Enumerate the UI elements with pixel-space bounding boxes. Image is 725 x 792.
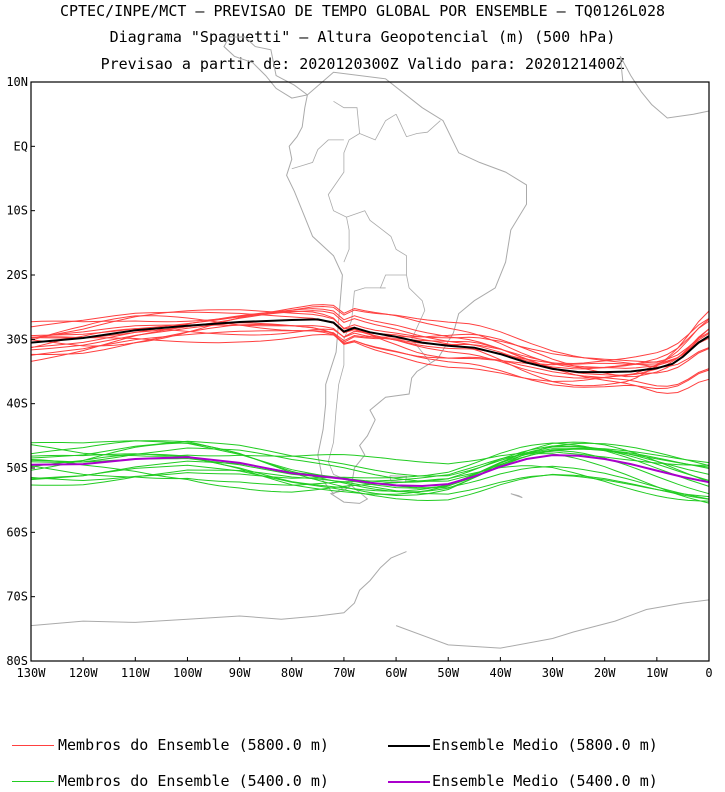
lon-tick-label: 80W [281,666,303,680]
member-5800-line [30,311,710,365]
member-5800-line [30,323,710,387]
country-border-5 [291,139,344,170]
country-border-6 [395,114,441,138]
land-outlines [30,36,710,649]
member-5800-line [30,322,710,383]
chart-title-line-1: CPTEC/INPE/MCT — PREVISAO DE TEMPO GLOBA… [59,2,666,20]
lon-tick-label: 50W [437,666,459,680]
lat-tick-label: 50S [6,461,28,475]
lon-tick-label: 70W [333,666,355,680]
antarctic-peninsula-outline [30,551,407,627]
africa-west-outline [619,56,710,119]
country-border-4 [379,274,407,289]
legend-item-mean-5800: Ensemble Medio (5800.0 m) [388,735,718,755]
member-5400-line [30,464,710,502]
legend-item-mean-5400: Ensemble Medio (5400.0 m) [388,771,718,791]
lon-tick-label: 110W [121,666,151,680]
members-5400-lines [30,440,710,504]
south-america-outline [286,71,527,495]
country-border-1 [327,133,360,263]
legend-swatch-members-5400 [12,781,54,782]
lon-tick-label: 100W [173,666,203,680]
lat-tick-label: 10N [6,75,28,89]
member-5800-line [30,308,710,376]
members-5800-lines [30,304,710,394]
lon-tick-label: 30W [542,666,564,680]
lat-tick-label: EQ [14,139,28,153]
country-border-3 [327,287,386,482]
central-america-outline [223,36,308,99]
country-border-7 [333,100,397,141]
south-georgia-outline [510,493,523,499]
member-5800-line [30,310,710,370]
lat-tick-label: 10S [6,204,28,218]
member-5400-line [30,447,710,482]
lon-tick-label: 60W [385,666,407,680]
legend-label-members-5400: Membros do Ensemble (5400.0 m) [58,772,329,790]
legend-swatch-members-5800 [12,745,54,746]
lon-tick-label: 130W [17,666,47,680]
legend-label-members-5800: Membros do Ensemble (5800.0 m) [58,736,329,754]
chart-title-line-3: Previsao a partir de: 2020120300Z Valido… [100,55,625,73]
legend-item-members-5800: Membros do Ensemble (5800.0 m) [12,735,372,755]
lat-tick-label: 30S [6,332,28,346]
legend-swatch-mean-5400 [388,781,430,783]
lon-tick-label: 20W [594,666,616,680]
legend-label-mean-5400: Ensemble Medio (5400.0 m) [432,772,658,790]
member-5400-line [30,441,710,497]
ensemble-mean-lines [30,318,710,488]
lat-tick-label: 80S [6,654,28,668]
legend-label-mean-5800: Ensemble Medio (5800.0 m) [432,736,658,754]
ensemble-mean-5800-line [30,318,710,374]
lon-tick-label: 40W [490,666,512,680]
map-frame [30,81,710,662]
legend-swatch-mean-5800 [388,745,430,747]
lat-tick-label: 60S [6,525,28,539]
antarctica-east-outline [395,599,710,649]
member-5800-line [30,305,710,368]
member-5400-line [30,449,710,495]
lat-tick-label: 70S [6,590,28,604]
member-5400-line [30,469,710,498]
lon-tick-label: 90W [229,666,251,680]
chart-title-line-2: Diagrama "Spaguetti" — Altura Geopotenci… [109,28,616,46]
tierra-del-fuego-outline [329,484,369,504]
legend-item-members-5400: Membros do Ensemble (5400.0 m) [12,771,372,791]
lon-tick-label: 10W [646,666,668,680]
member-5800-line [30,304,710,369]
ensemble-mean-5400-line [30,454,710,488]
lon-tick-label: 0 [705,666,712,680]
lat-tick-label: 40S [6,397,28,411]
country-border-2 [346,210,431,363]
lat-tick-label: 20S [6,268,28,282]
lon-tick-label: 120W [69,666,99,680]
